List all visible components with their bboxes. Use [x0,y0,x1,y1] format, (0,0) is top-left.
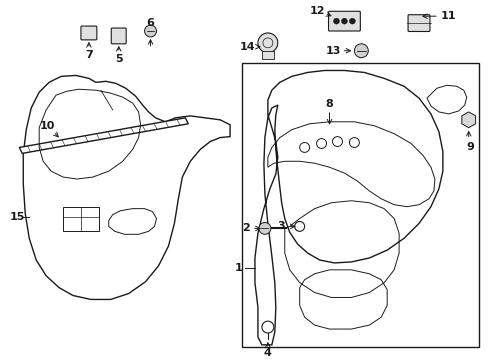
Bar [242,63,478,347]
Text: 15: 15 [10,212,25,221]
Text: 3: 3 [276,221,284,231]
Text: 2: 2 [242,224,249,233]
Bar [63,207,99,231]
Text: 10: 10 [40,121,55,131]
Polygon shape [19,118,188,153]
Text: 7: 7 [85,50,93,60]
Text: 9: 9 [466,143,474,152]
Text: 4: 4 [264,348,271,358]
Text: 13: 13 [325,46,341,56]
Circle shape [341,18,346,24]
Text: 14: 14 [240,42,255,52]
FancyBboxPatch shape [407,15,429,31]
Circle shape [349,18,355,24]
Circle shape [144,25,156,37]
FancyBboxPatch shape [111,28,126,44]
Text: 11: 11 [440,11,456,21]
Circle shape [258,222,270,234]
Circle shape [257,33,277,53]
FancyBboxPatch shape [81,26,97,40]
Text: 6: 6 [146,18,154,28]
Text: 8: 8 [325,99,333,109]
Text: 5: 5 [115,54,122,64]
FancyBboxPatch shape [328,11,360,31]
Text: 12: 12 [309,6,325,16]
Text: 1: 1 [235,263,243,273]
Circle shape [333,18,339,24]
Circle shape [354,44,367,58]
Bar [262,51,273,59]
